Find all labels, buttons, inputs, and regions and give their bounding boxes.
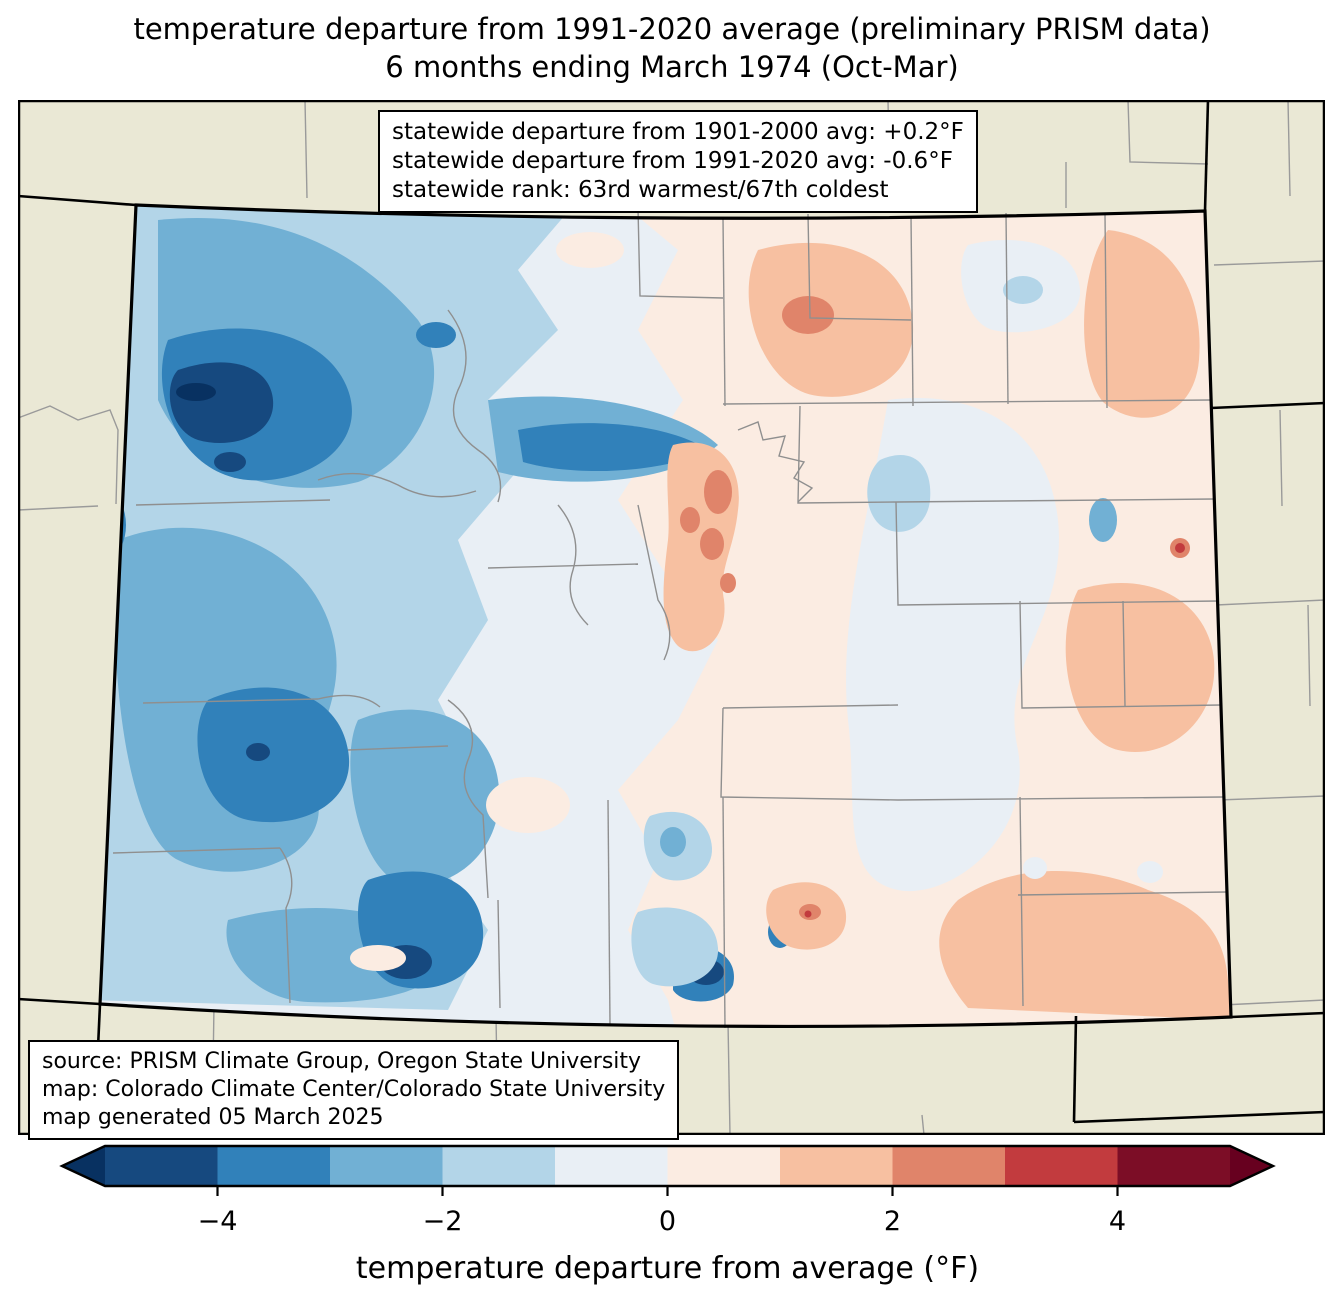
colorbar-outline bbox=[59, 1144, 1276, 1188]
warm-hot-dot bbox=[804, 910, 812, 918]
title-line-1: temperature departure from 1991-2020 ave… bbox=[133, 12, 1211, 46]
county-boundaries bbox=[112, 207, 1227, 1029]
colorbar-tick-label: −2 bbox=[423, 1206, 463, 1237]
source-credit-box: source: PRISM Climate Group, Oregon Stat… bbox=[28, 1040, 680, 1140]
anomaly-dark-spot bbox=[214, 452, 246, 472]
anomaly-dark-spot bbox=[246, 743, 270, 761]
colorbar-bin bbox=[1117, 1146, 1230, 1186]
cool-spot-east bbox=[1003, 276, 1043, 304]
anomaly-streak-north bbox=[518, 423, 708, 472]
colorado-anomaly-map bbox=[18, 100, 1325, 1135]
colorbar-bin bbox=[330, 1146, 443, 1186]
warm-core bbox=[782, 296, 834, 334]
title-line-2: 6 months ending March 1974 (Oct-Mar) bbox=[385, 50, 959, 84]
colorbar-bin bbox=[442, 1146, 556, 1186]
colorbar-bin bbox=[555, 1146, 668, 1186]
colorbar-tick-label: 4 bbox=[1109, 1206, 1126, 1237]
colorbar-tick-labels: −4 −2 0 2 4 bbox=[198, 1206, 1127, 1237]
colorado-state-border bbox=[98, 203, 1233, 1029]
colorbar-bin bbox=[217, 1146, 331, 1186]
colorbar-axis-label: temperature departure from average (°F) bbox=[356, 1251, 979, 1286]
warm-blob-se-corner bbox=[939, 871, 1231, 1020]
map-panel bbox=[18, 100, 1325, 1135]
anomaly-dark-core-nw bbox=[169, 362, 274, 444]
anomaly-warm-pocket bbox=[486, 777, 570, 833]
anomaly-warm-pocket bbox=[556, 232, 624, 268]
anomaly-region-central-mtn bbox=[350, 709, 500, 886]
cool-spot-east bbox=[1137, 861, 1163, 883]
anomaly-warm-pocket bbox=[350, 945, 406, 971]
cool-patch-center2 bbox=[631, 907, 719, 987]
source-line-3: map generated 05 March 2025 bbox=[42, 1105, 384, 1130]
cool-spot-east bbox=[1023, 857, 1047, 879]
colorbar-bin bbox=[105, 1146, 218, 1186]
colorbar-tick-marks bbox=[216, 1186, 1119, 1196]
colorbar-bin bbox=[780, 1146, 893, 1186]
cool-spot-east bbox=[945, 782, 971, 802]
colorbar-tick-label: −4 bbox=[198, 1206, 238, 1237]
warm-core bbox=[680, 507, 700, 533]
figure-title: temperature departure from 1991-2020 ave… bbox=[0, 10, 1344, 86]
stats-line-1: statewide departure from 1901-2000 avg: … bbox=[392, 119, 964, 145]
anomaly-region-wc-core bbox=[197, 687, 350, 823]
cool-spot-east bbox=[867, 454, 931, 532]
warm-blob-east-border-n bbox=[1084, 230, 1200, 418]
colorbar-tick-label: 2 bbox=[884, 1206, 901, 1237]
anomaly-spot bbox=[416, 322, 456, 348]
colorbar: −4 −2 0 2 4 temperature departure from a… bbox=[59, 1144, 1276, 1286]
colorbar-over-arrow bbox=[1230, 1146, 1273, 1186]
warm-core bbox=[700, 528, 724, 560]
colorbar-tick-label: 0 bbox=[659, 1206, 676, 1237]
source-line-2: map: Colorado Climate Center/Colorado St… bbox=[42, 1077, 666, 1102]
colorbar-bin bbox=[892, 1146, 1006, 1186]
stats-line-2: statewide departure from 1991-2020 avg: … bbox=[392, 148, 953, 174]
colorbar-bins bbox=[105, 1146, 1230, 1186]
stats-line-3: statewide rank: 63rd warmest/67th coldes… bbox=[392, 177, 889, 203]
colorbar-bin bbox=[667, 1146, 781, 1186]
anomaly-spot bbox=[1089, 498, 1117, 542]
anomaly-pocket bbox=[473, 682, 603, 778]
statewide-stats-box: statewide departure from 1901-2000 avg: … bbox=[378, 110, 978, 213]
warm-blob-east-mid bbox=[1065, 583, 1215, 753]
warm-hot-dot bbox=[1175, 543, 1185, 553]
colorbar-bin bbox=[1005, 1146, 1118, 1186]
colorbar-under-arrow bbox=[62, 1146, 105, 1186]
warm-core bbox=[720, 573, 736, 593]
source-line-1: source: PRISM Climate Group, Oregon Stat… bbox=[42, 1049, 642, 1074]
warm-core bbox=[704, 470, 732, 514]
cool-patch-core bbox=[660, 827, 686, 857]
anomaly-extreme-spot bbox=[176, 383, 216, 401]
